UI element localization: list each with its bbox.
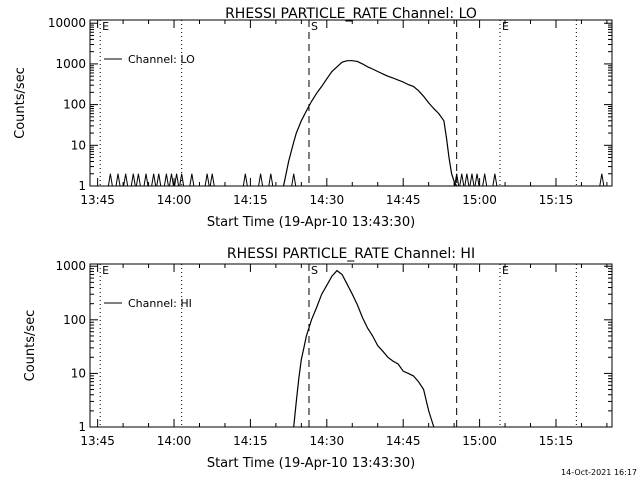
noise-spike bbox=[242, 173, 248, 187]
series-points bbox=[293, 270, 434, 428]
x-tick-label: 14:00 bbox=[157, 434, 192, 448]
x-tick-label: 15:15 bbox=[539, 434, 574, 448]
legend-entry: Channel: HI bbox=[128, 297, 192, 310]
plot-timestamp: 14-Oct-2021 16:17 bbox=[561, 468, 637, 477]
chart-title: RHESSI PARTICLE_RATE Channel: LO bbox=[225, 6, 477, 22]
plot-frame bbox=[89, 19, 613, 187]
noise-spike bbox=[135, 173, 141, 187]
chart-title: RHESSI PARTICLE_RATE Channel: HI bbox=[227, 246, 475, 262]
marker-label: S bbox=[311, 20, 318, 33]
series-points bbox=[283, 60, 457, 187]
noise-spike bbox=[474, 173, 480, 187]
noise-spike bbox=[492, 173, 498, 187]
marker-label: E bbox=[502, 20, 509, 33]
noise-spikes bbox=[107, 173, 605, 187]
x-tick-label: 14:15 bbox=[233, 193, 268, 207]
noise-spike bbox=[454, 173, 460, 187]
noise-spike bbox=[464, 173, 470, 187]
y-axis-label: Counts/sec bbox=[23, 310, 38, 382]
chart-panel-2: RHESSI PARTICLE_RATE Channel: HI 1 10 100 10… bbox=[23, 246, 613, 471]
noise-spike bbox=[258, 173, 264, 187]
y-tick-label: 1 bbox=[78, 420, 86, 434]
x-tick-label: 14:45 bbox=[386, 434, 421, 448]
noise-spike bbox=[168, 173, 174, 187]
x-axis-label: Start Time (19-Apr-10 13:43:30) bbox=[207, 215, 415, 230]
noise-spike bbox=[163, 173, 169, 187]
x-tick-label: 15:00 bbox=[462, 193, 497, 207]
y-tick-label: 100 bbox=[63, 313, 86, 327]
noise-spike bbox=[268, 173, 274, 187]
y-tick-label: 100 bbox=[63, 98, 86, 112]
y-axis-label: Counts/sec bbox=[13, 67, 28, 139]
noise-spike bbox=[291, 173, 297, 187]
noise-spike bbox=[482, 173, 488, 187]
noise-spike bbox=[179, 173, 185, 187]
legend: Channel: HI bbox=[104, 297, 192, 310]
marker-label: E bbox=[102, 20, 109, 33]
chart-panel-1: RHESSI PARTICLE_RATE Channel: LO 1 10 100 10… bbox=[13, 6, 613, 230]
y-tick-label: 1000 bbox=[55, 259, 86, 273]
x-tick-label: 15:15 bbox=[539, 193, 574, 207]
x-tick-label: 14:30 bbox=[310, 193, 345, 207]
noise-spike bbox=[107, 173, 113, 187]
plot-frame bbox=[89, 263, 613, 428]
marker-label: S bbox=[311, 264, 318, 277]
marker-label: E bbox=[102, 264, 109, 277]
noise-spike bbox=[130, 173, 136, 187]
noise-spike bbox=[209, 173, 215, 187]
series-line-0 bbox=[282, 60, 458, 187]
noise-spike bbox=[143, 173, 149, 187]
x-tick-label: 13:45 bbox=[80, 193, 115, 207]
y-tick-label: 1 bbox=[78, 179, 86, 193]
y-tick-label: 1000 bbox=[55, 57, 86, 71]
series-line-0 bbox=[293, 269, 435, 428]
noise-spike bbox=[123, 173, 129, 187]
noise-spike bbox=[151, 173, 157, 187]
marker-label: E bbox=[502, 264, 509, 277]
noise-spike bbox=[189, 173, 195, 187]
y-tick-label: 10 bbox=[71, 138, 86, 152]
legend: Channel: LO bbox=[104, 53, 195, 66]
x-tick-label: 15:00 bbox=[462, 434, 497, 448]
y-tick-label: 10 bbox=[71, 366, 86, 380]
noise-spike bbox=[115, 173, 121, 187]
noise-spike bbox=[599, 173, 605, 187]
x-tick-label: 14:45 bbox=[386, 193, 421, 207]
x-tick-label: 13:45 bbox=[80, 434, 115, 448]
y-minor-ticks bbox=[90, 24, 612, 175]
noise-spike bbox=[459, 173, 465, 187]
x-tick-label: 14:00 bbox=[157, 193, 192, 207]
y-minor-ticks bbox=[90, 268, 612, 412]
x-tick-label: 14:30 bbox=[310, 434, 345, 448]
noise-spike bbox=[469, 173, 475, 187]
noise-spike bbox=[174, 173, 180, 187]
noise-spike bbox=[156, 173, 162, 187]
legend-entry: Channel: LO bbox=[128, 53, 195, 66]
x-tick-label: 14:15 bbox=[233, 434, 268, 448]
x-axis-label: Start Time (19-Apr-10 13:43:30) bbox=[207, 456, 415, 471]
y-tick-label: 10000 bbox=[48, 16, 86, 30]
noise-spike bbox=[204, 173, 210, 187]
